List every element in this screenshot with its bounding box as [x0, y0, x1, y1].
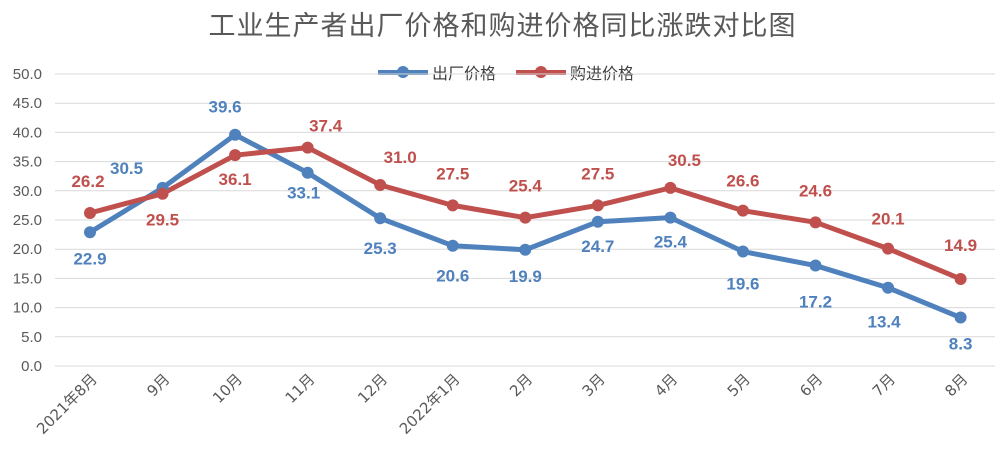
x-tick-label: 2月 [506, 370, 536, 400]
data-point [809, 259, 822, 272]
data-point [229, 128, 242, 141]
data-point [954, 311, 967, 324]
data-point [519, 211, 532, 224]
y-tick-label: 50.0 [13, 66, 42, 83]
y-tick-label: 30.0 [13, 183, 42, 200]
y-tick-label: 0.0 [21, 358, 42, 375]
x-tick-label: 11月 [282, 370, 319, 407]
x-tick-label: 4月 [651, 370, 681, 400]
data-label: 26.6 [726, 172, 759, 191]
data-point [591, 215, 604, 228]
data-point [591, 199, 604, 212]
y-tick-label: 20.0 [13, 241, 42, 258]
data-label: 22.9 [73, 249, 106, 268]
data-label: 30.5 [668, 151, 701, 170]
data-label: 25.3 [364, 239, 397, 258]
data-point [156, 187, 169, 200]
y-tick-label: 25.0 [13, 212, 42, 229]
y-tick-label: 10.0 [13, 300, 42, 317]
data-point [882, 242, 895, 255]
data-label: 27.5 [581, 164, 614, 183]
data-point [301, 141, 314, 154]
chart-title: 工业生产者出厂价格和购进价格同比涨跌对比图 [208, 11, 797, 42]
data-point [664, 181, 677, 194]
data-label: 20.6 [436, 267, 469, 286]
y-tick-label: 40.0 [13, 124, 42, 141]
y-tick-label: 15.0 [13, 270, 42, 287]
data-label: 25.4 [654, 233, 688, 252]
data-point [736, 204, 749, 217]
data-label: 27.5 [436, 164, 469, 183]
data-label: 30.5 [110, 159, 143, 178]
data-point [809, 216, 822, 229]
data-label: 19.6 [726, 275, 759, 294]
data-point [301, 166, 314, 179]
data-label: 33.1 [287, 184, 320, 203]
data-point [954, 272, 967, 285]
data-label: 13.4 [868, 313, 902, 332]
data-label: 14.9 [944, 236, 977, 255]
data-point [374, 178, 387, 191]
x-tick-label: 2022年1月 [396, 370, 464, 438]
x-tick-label: 5月 [724, 370, 754, 400]
data-label: 8.3 [949, 335, 973, 354]
data-point [736, 245, 749, 258]
y-tick-label: 35.0 [13, 154, 42, 171]
data-label: 31.0 [384, 148, 417, 167]
data-label: 19.9 [509, 267, 542, 286]
data-point [519, 243, 532, 256]
data-label: 26.2 [71, 172, 104, 191]
data-point [446, 199, 459, 212]
x-tick-label: 7月 [869, 370, 899, 400]
x-tick-label: 8月 [941, 370, 971, 400]
data-label: 25.4 [509, 177, 543, 196]
data-label: 36.1 [219, 170, 252, 189]
x-tick-label: 2021年8月 [33, 370, 101, 438]
data-point [374, 212, 387, 225]
data-point [882, 281, 895, 294]
data-label: 37.4 [309, 117, 343, 136]
x-tick-label: 3月 [579, 370, 609, 400]
x-tick-label: 10月 [209, 370, 246, 407]
y-tick-label: 5.0 [21, 329, 42, 346]
x-tick-label: 6月 [796, 370, 826, 400]
x-tick-label: 12月 [354, 370, 391, 407]
data-point [84, 206, 96, 219]
data-point [664, 211, 677, 224]
data-point [229, 149, 242, 162]
legend-swatch-factory-price [378, 62, 428, 82]
data-point [446, 239, 459, 252]
data-point [84, 226, 96, 239]
data-label: 39.6 [209, 98, 242, 117]
x-tick-label: 9月 [143, 370, 173, 400]
data-label: 24.7 [581, 237, 614, 256]
data-label: 24.6 [799, 181, 832, 200]
y-tick-label: 45.0 [13, 95, 42, 112]
legend-swatch-purchase-price [516, 62, 567, 82]
data-label: 20.1 [872, 210, 905, 229]
data-label: 17.2 [799, 293, 832, 312]
data-label: 29.5 [146, 211, 179, 230]
